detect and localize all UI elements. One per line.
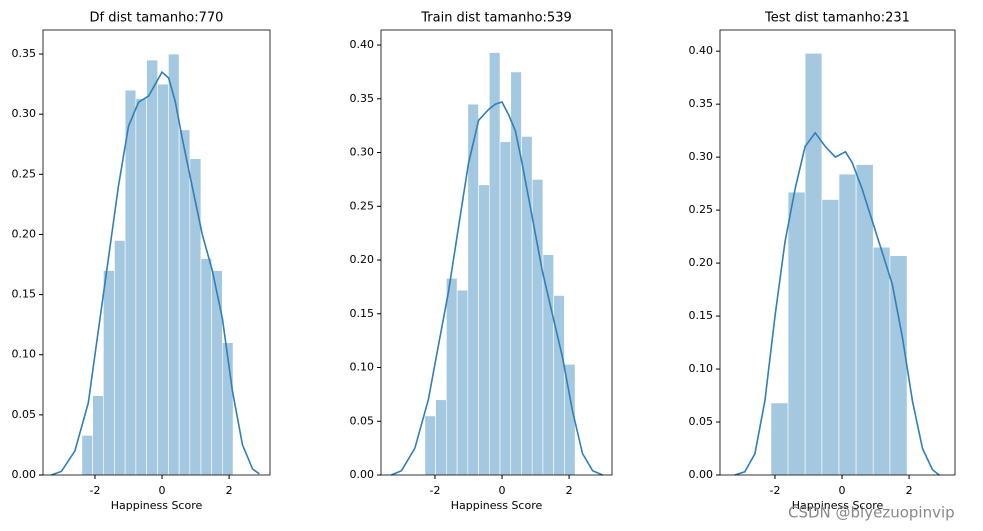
y-tick-label: 0.20 — [350, 253, 375, 266]
hist-bar — [499, 141, 512, 476]
x-tick-label: -2 — [429, 484, 440, 497]
hist-bar — [564, 363, 576, 476]
hist-bar — [114, 240, 126, 476]
y-tick-label: 0.35 — [350, 92, 375, 105]
watermark: CSDN @biyezuopinvip — [788, 504, 955, 522]
kde-line — [734, 131, 940, 476]
x-axis-label: Happiness Score — [111, 499, 203, 512]
y-tick-label: 0.00 — [12, 468, 37, 481]
hist-bar — [200, 258, 212, 476]
y-tick-label: 0.05 — [689, 415, 714, 428]
hist-bar — [478, 184, 490, 476]
subplot-title: Test dist tamanho:231 — [764, 11, 910, 26]
hist-bar — [124, 89, 137, 476]
x-axis-label: Happiness Score — [451, 499, 543, 512]
y-tick-label: 0.35 — [12, 47, 37, 60]
x-axis-label: Happiness Score — [792, 499, 884, 512]
hist-bar — [92, 395, 104, 476]
kde-line — [391, 101, 603, 476]
hist-bar — [135, 98, 147, 476]
x-tick-label: -2 — [89, 484, 100, 497]
y-tick-label: 0.00 — [350, 468, 375, 481]
hist-bar — [456, 289, 469, 476]
hist-bar — [553, 295, 565, 476]
hist-bar — [211, 270, 223, 476]
hist-bar — [821, 199, 840, 476]
subplot: 0.00 0.05 0.10 0.15 0.20 0.25 0.30 0.35 0.40 -2 0 2… — [689, 11, 956, 512]
y-tick-label: 0.30 — [689, 150, 714, 163]
hist-bar — [770, 402, 789, 476]
y-tick-label: 0.05 — [12, 408, 37, 421]
subplot: 0.00 0.05 0.10 0.15 0.20 0.25 0.30 0.35 0.40 -2 0 2… — [350, 11, 613, 512]
subplot-title: Train dist tamanho:539 — [420, 11, 572, 26]
x-tick-label: 0 — [839, 484, 846, 497]
x-tick-label: 2 — [566, 484, 573, 497]
hist-bar — [488, 52, 501, 476]
y-tick-label: 0.05 — [350, 414, 375, 427]
y-tick-label: 0.30 — [12, 107, 37, 120]
y-tick-label: 0.40 — [689, 44, 714, 57]
y-tick-label: 0.25 — [12, 167, 37, 180]
y-tick-label: 0.25 — [689, 203, 714, 216]
hist-bar — [81, 435, 93, 476]
hist-bar — [804, 53, 823, 476]
hist-bar — [146, 59, 158, 476]
x-tick-label: -2 — [769, 484, 780, 497]
x-tick-label: 0 — [159, 484, 166, 497]
axes-frame — [42, 29, 271, 476]
y-tick-label: 0.25 — [350, 199, 375, 212]
y-tick-label: 0.20 — [12, 227, 37, 240]
hist-bar — [103, 270, 115, 476]
y-tick-label: 0.35 — [689, 97, 714, 110]
x-tick-label: 2 — [906, 484, 913, 497]
y-tick-label: 0.15 — [12, 288, 37, 301]
hist-bar — [157, 83, 169, 476]
hist-bar — [872, 246, 891, 476]
kde-line — [51, 70, 260, 476]
y-tick-label: 0.20 — [689, 256, 714, 269]
y-tick-label: 0.15 — [689, 309, 714, 322]
y-tick-label: 0.30 — [350, 146, 375, 159]
y-tick-label: 0.10 — [689, 362, 714, 375]
hist-bar — [855, 164, 874, 476]
axes-frame — [380, 29, 613, 476]
subplot-title: Df dist tamanho:770 — [90, 11, 224, 26]
y-tick-label: 0.40 — [350, 38, 375, 51]
axes-frame — [719, 29, 956, 476]
hist-bar — [838, 173, 857, 476]
x-tick-label: 0 — [499, 484, 506, 497]
hist-bar — [446, 277, 458, 476]
hist-bar — [424, 415, 436, 476]
hist-bar — [178, 129, 191, 476]
hist-bar — [542, 254, 554, 476]
hist-bar — [189, 158, 202, 476]
y-tick-label: 0.00 — [689, 468, 714, 481]
hist-bar — [787, 191, 806, 476]
y-tick-label: 0.10 — [12, 348, 37, 361]
y-tick-label: 0.10 — [350, 361, 375, 374]
hist-bar — [435, 399, 447, 476]
x-tick-label: 2 — [226, 484, 233, 497]
y-tick-label: 0.15 — [350, 307, 375, 320]
subplot: 0.00 0.05 0.10 0.15 0.20 0.25 0.30 0.35 -2 0 2 Happ… — [12, 11, 271, 512]
